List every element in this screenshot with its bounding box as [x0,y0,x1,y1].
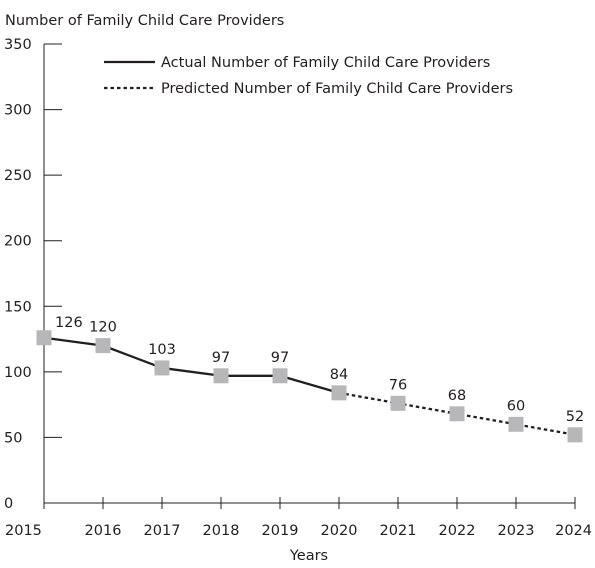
data-point-marker [567,427,583,443]
y-tick-label: 100 [4,365,32,381]
data-label: 76 [389,377,407,393]
y-tick-label: 0 [4,496,13,512]
data-point-marker [213,368,229,384]
data-point-marker [331,385,347,401]
legend-item-actual: Actual Number of Family Child Care Provi… [104,55,490,71]
data-labels: 126 120 103 97 97 84 76 68 60 52 [55,315,584,425]
x-axis-ticks: 2015 2016 2017 2018 2019 2020 2021 2022 2023 2024 [5,497,592,539]
series-lines [43,336,576,436]
y-axis-title: Number of Family Child Care Providers [5,13,284,29]
y-tick-label: 50 [4,430,22,446]
x-tick-label: 2017 [144,523,181,539]
data-markers [36,330,583,443]
y-tick-label: 250 [4,168,32,184]
y-tick-label: 150 [4,299,32,315]
data-label: 103 [148,342,176,358]
data-label: 68 [448,388,466,404]
x-tick-label: 2024 [555,523,592,539]
legend-item-predicted: Predicted Number of Family Child Care Pr… [104,81,513,97]
data-label: 97 [271,350,289,366]
legend: Actual Number of Family Child Care Provi… [104,55,513,97]
data-point-marker [95,338,111,354]
x-tick-label: 2021 [380,523,417,539]
data-label: 97 [212,350,230,366]
y-tick-label: 200 [4,234,32,250]
y-axis-ticks: 0 50 100 150 200 250 300 350 [4,37,62,512]
x-tick-label: 2023 [498,523,535,539]
legend-label-actual: Actual Number of Family Child Care Provi… [161,55,490,71]
data-point-marker [390,395,406,411]
x-tick-label: 2016 [85,523,122,539]
data-point-marker [272,368,288,384]
actual-series-line [43,336,340,394]
data-label: 52 [566,409,584,425]
data-label: 84 [330,367,348,383]
legend-label-predicted: Predicted Number of Family Child Care Pr… [161,81,513,97]
data-point-marker [508,416,524,432]
y-tick-label: 350 [4,37,32,53]
x-tick-label: 2019 [262,523,299,539]
data-point-marker [36,330,52,346]
data-point-marker [154,360,170,376]
y-tick-label: 300 [4,103,32,119]
x-tick-label: 2015 [5,523,42,539]
x-tick-label: 2018 [203,523,240,539]
data-label: 60 [507,398,525,414]
data-point-marker [449,406,465,422]
x-axis-title: Years [289,548,328,564]
data-label: 120 [89,320,117,336]
x-tick-label: 2020 [321,523,358,539]
data-label: 126 [55,315,83,331]
x-tick-label: 2022 [439,523,476,539]
